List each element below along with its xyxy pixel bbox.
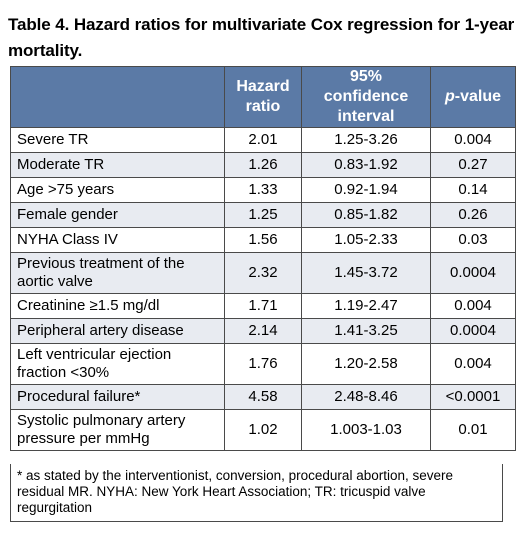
row-variable: Previous treatment of the aortic valve	[10, 252, 225, 294]
row-hazard-ratio: 2.01	[224, 127, 302, 153]
table-row: Moderate TR 1.26 0.83-1.92 0.27	[10, 152, 516, 178]
table-row: Previous treatment of the aortic valve 2.…	[10, 252, 516, 294]
row-p-value: 0.0004	[430, 318, 516, 344]
header-p-rest: -value	[454, 88, 502, 105]
row-variable: Age >75 years	[10, 177, 225, 203]
row-confidence-interval: 1.20-2.58	[301, 343, 431, 385]
row-hazard-ratio: 1.56	[224, 227, 302, 253]
row-hazard-ratio: 1.02	[224, 409, 302, 451]
row-variable: Systolic pulmonary artery pressure per m…	[10, 409, 225, 451]
row-confidence-interval: 1.19-2.47	[301, 293, 431, 319]
row-p-value: 0.004	[430, 293, 516, 319]
row-p-value: 0.14	[430, 177, 516, 203]
row-variable: Procedural failure*	[10, 384, 225, 410]
header-p-italic: p	[444, 88, 455, 105]
row-confidence-interval: 2.48-8.46	[301, 384, 431, 410]
row-hazard-ratio: 2.14	[224, 318, 302, 344]
header-p-value: p-value	[430, 66, 516, 128]
row-variable: NYHA Class IV	[10, 227, 225, 253]
row-confidence-interval: 1.25-3.26	[301, 127, 431, 153]
table-row: Peripheral artery disease 2.14 1.41-3.25 0.…	[10, 318, 516, 344]
row-hazard-ratio: 4.58	[224, 384, 302, 410]
row-variable: Severe TR	[10, 127, 225, 153]
table-row: Female gender 1.25 0.85-1.82 0.26	[10, 202, 516, 228]
table-row: Left ventricular ejection fraction <30% 1…	[10, 343, 516, 385]
table-row: Creatinine ≥1.5 mg/dl 1.71 1.19-2.47 0.004	[10, 293, 516, 319]
row-hazard-ratio: 1.71	[224, 293, 302, 319]
row-confidence-interval: 1.05-2.33	[301, 227, 431, 253]
table-row: Systolic pulmonary artery pressure per m…	[10, 409, 516, 451]
table-header-row: Hazard ratio 95% confidence interval p-v…	[10, 66, 516, 128]
row-p-value: 0.26	[430, 202, 516, 228]
row-p-value: 0.004	[430, 343, 516, 385]
row-hazard-ratio: 1.25	[224, 202, 302, 228]
row-variable: Female gender	[10, 202, 225, 228]
table-title: Table 4. Hazard ratios for multivariate …	[8, 15, 515, 60]
row-hazard-ratio: 1.76	[224, 343, 302, 385]
table-row: Age >75 years 1.33 0.92-1.94 0.14	[10, 177, 516, 203]
row-p-value: <0.0001	[430, 384, 516, 410]
row-p-value: 0.27	[430, 152, 516, 178]
table-row: Severe TR 2.01 1.25-3.26 0.004	[10, 127, 516, 153]
hazard-ratio-table: Hazard ratio 95% confidence interval p-v…	[10, 66, 516, 451]
row-hazard-ratio: 1.33	[224, 177, 302, 203]
table-row: Procedural failure* 4.58 2.48-8.46 <0.0001	[10, 384, 516, 410]
header-variable	[10, 66, 225, 128]
row-hazard-ratio: 1.26	[224, 152, 302, 178]
table-row: NYHA Class IV 1.56 1.05-2.33 0.03	[10, 227, 516, 253]
row-p-value: 0.03	[430, 227, 516, 253]
row-confidence-interval: 0.92-1.94	[301, 177, 431, 203]
row-confidence-interval: 1.45-3.72	[301, 252, 431, 294]
row-variable: Creatinine ≥1.5 mg/dl	[10, 293, 225, 319]
row-confidence-interval: 1.003-1.03	[301, 409, 431, 451]
row-p-value: 0.01	[430, 409, 516, 451]
row-confidence-interval: 1.41-3.25	[301, 318, 431, 344]
row-p-value: 0.004	[430, 127, 516, 153]
row-variable: Moderate TR	[10, 152, 225, 178]
row-confidence-interval: 0.85-1.82	[301, 202, 431, 228]
table-footnote: * as stated by the interventionist, conv…	[10, 464, 503, 522]
header-confidence-interval: 95% confidence interval	[301, 66, 431, 128]
header-hazard-ratio: Hazard ratio	[224, 66, 302, 128]
row-p-value: 0.0004	[430, 252, 516, 294]
row-variable: Left ventricular ejection fraction <30%	[10, 343, 225, 385]
row-variable: Peripheral artery disease	[10, 318, 225, 344]
row-hazard-ratio: 2.32	[224, 252, 302, 294]
row-confidence-interval: 0.83-1.92	[301, 152, 431, 178]
